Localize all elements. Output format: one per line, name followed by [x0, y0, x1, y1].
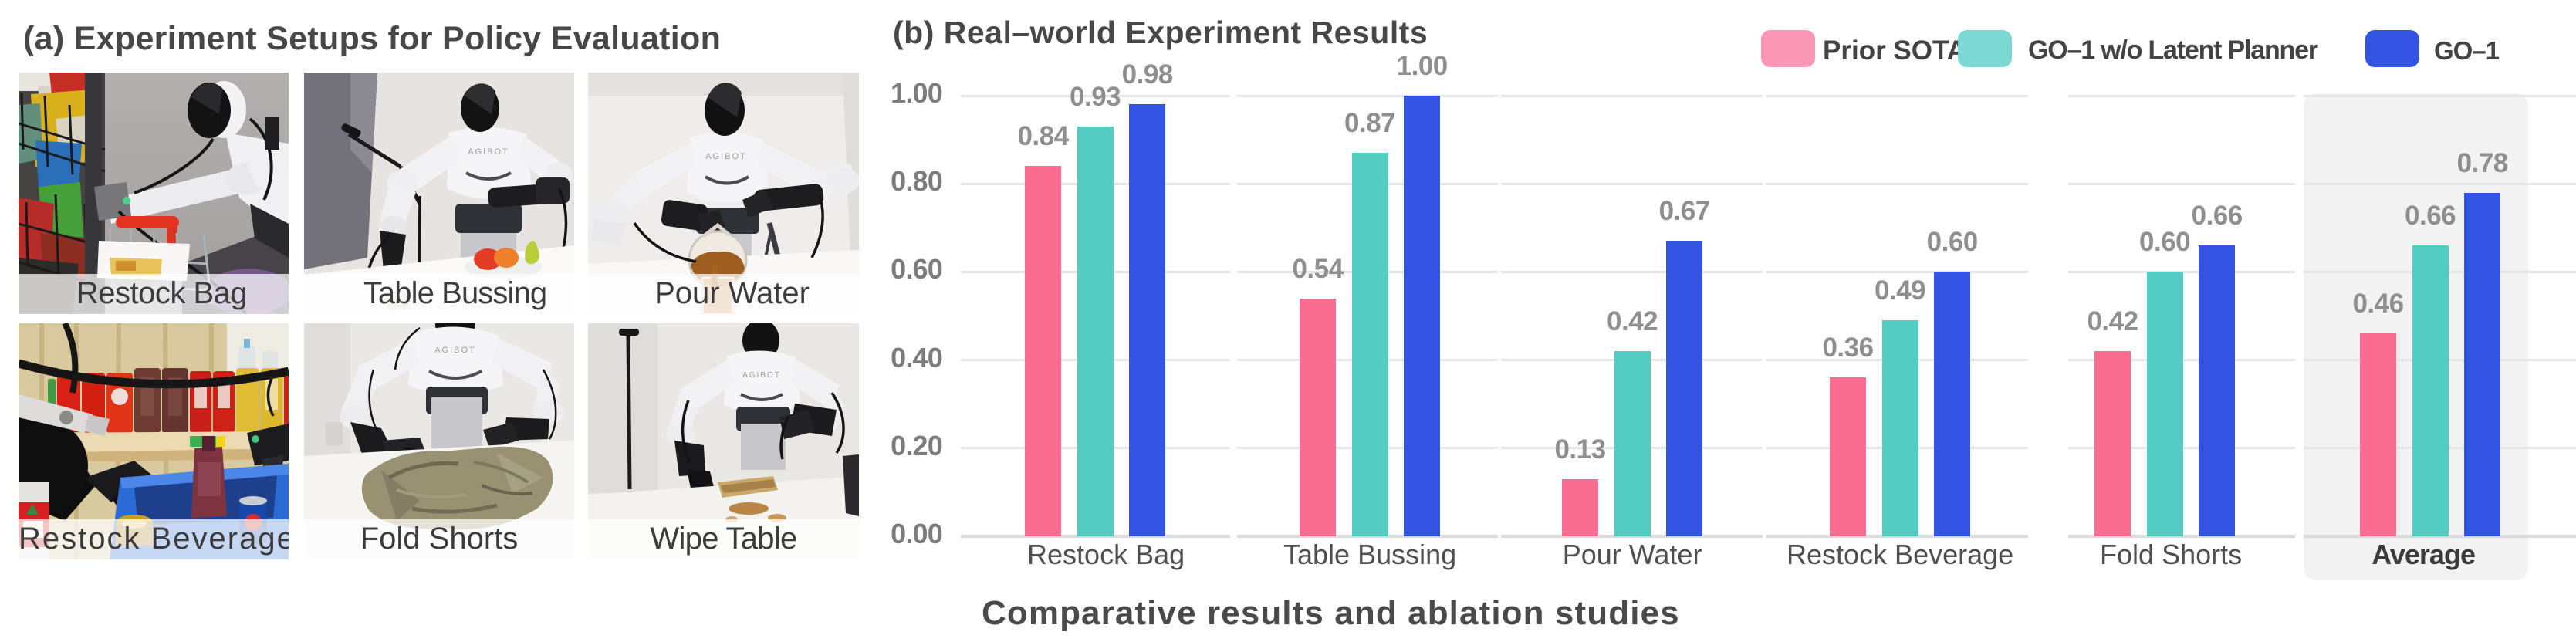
svg-text:AGIBOT: AGIBOT: [434, 346, 476, 355]
svg-text:AGIBOT: AGIBOT: [705, 152, 747, 161]
svg-text:AGIBOT: AGIBOT: [468, 147, 509, 157]
svg-text:AGIBOT: AGIBOT: [742, 371, 781, 380]
